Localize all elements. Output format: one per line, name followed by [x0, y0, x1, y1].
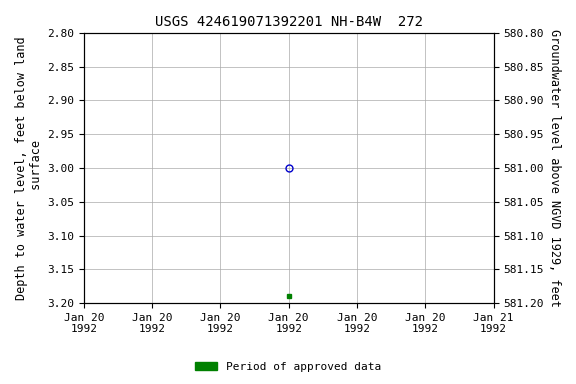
Y-axis label: Groundwater level above NGVD 1929, feet: Groundwater level above NGVD 1929, feet — [548, 29, 561, 307]
Legend: Period of approved data: Period of approved data — [191, 358, 385, 377]
Y-axis label: Depth to water level, feet below land
 surface: Depth to water level, feet below land su… — [15, 36, 43, 300]
Title: USGS 424619071392201 NH-B4W  272: USGS 424619071392201 NH-B4W 272 — [155, 15, 423, 29]
